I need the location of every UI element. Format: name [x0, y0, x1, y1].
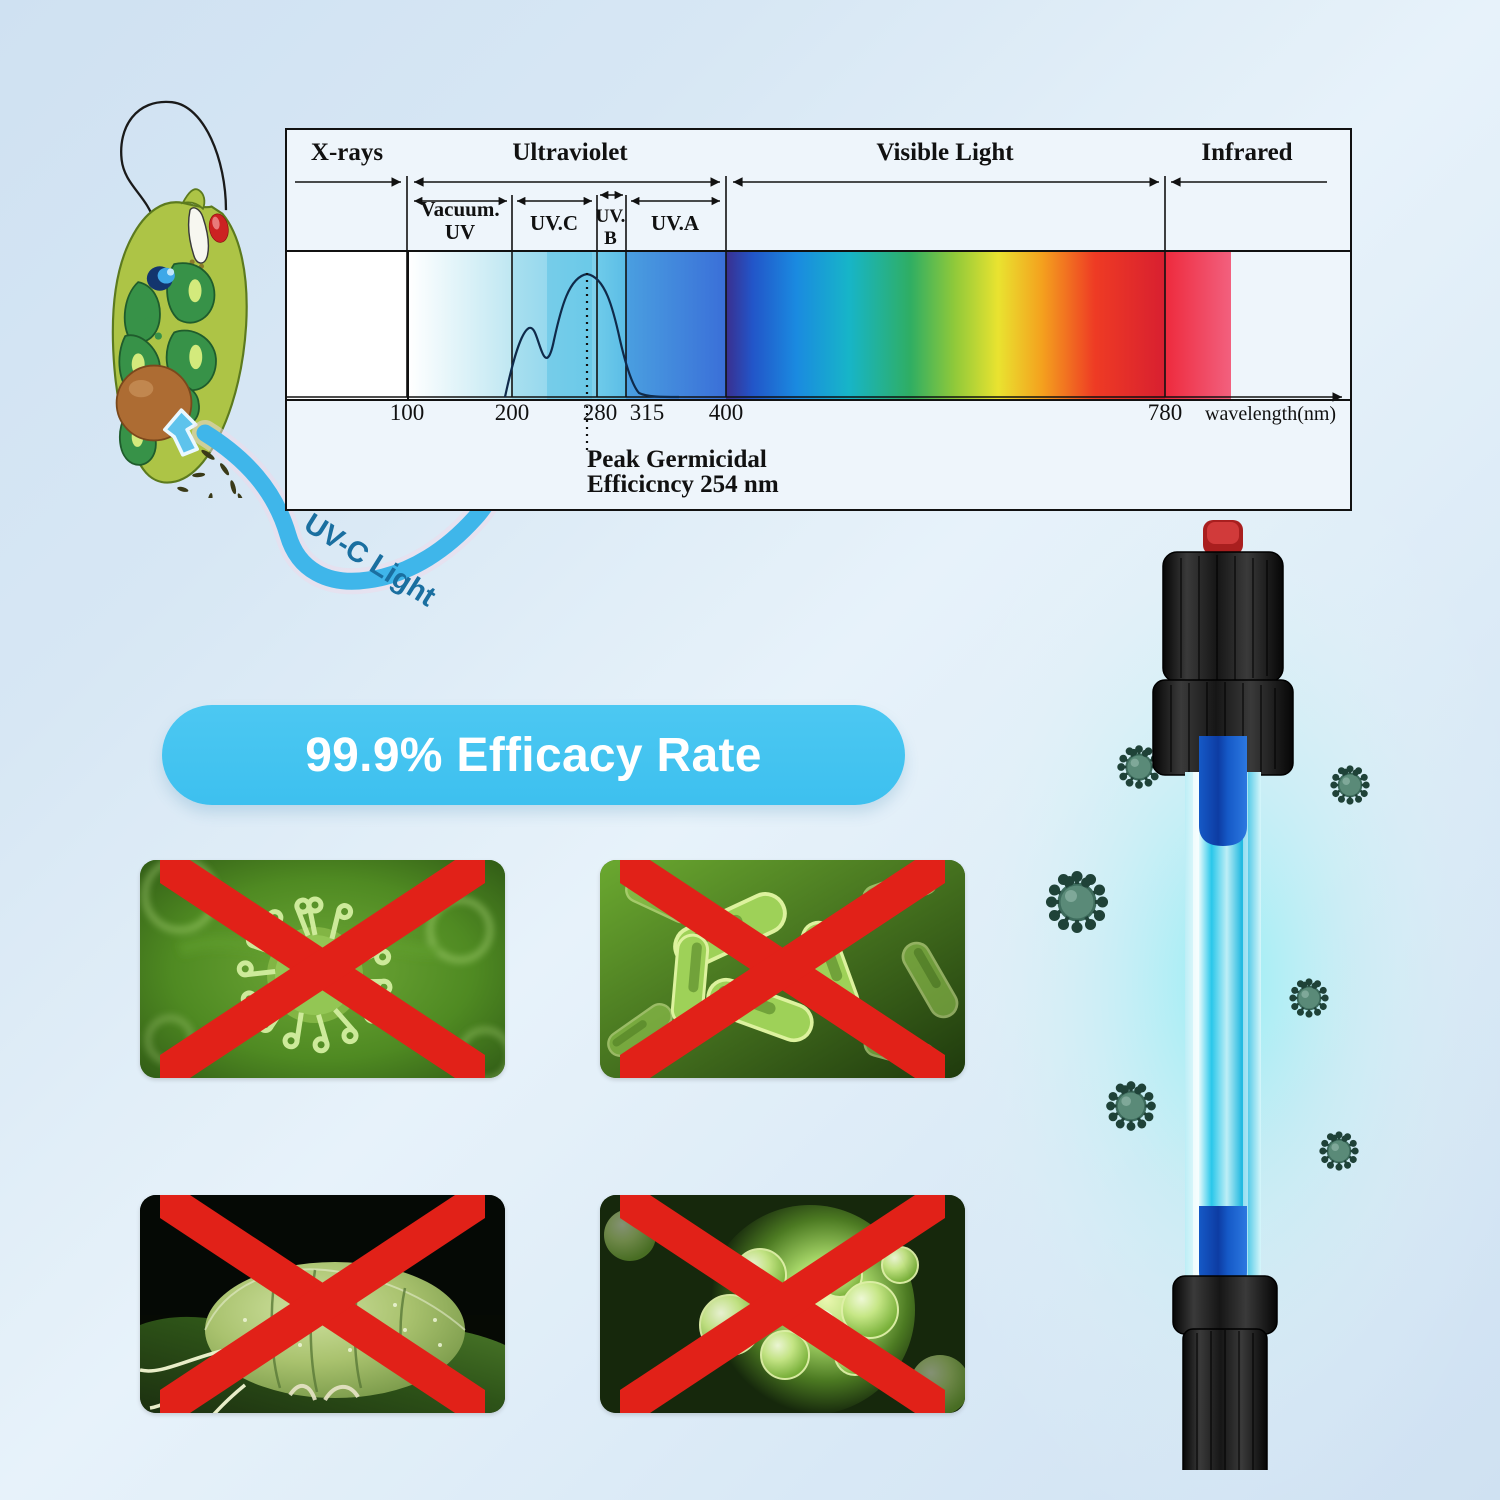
svg-text:UV.: UV. [596, 206, 626, 227]
svg-text:280: 280 [583, 400, 618, 425]
svg-text:B: B [604, 228, 617, 249]
svg-text:315: 315 [630, 400, 665, 425]
svg-text:Infrared: Infrared [1201, 139, 1292, 166]
svg-text:Vacuum.: Vacuum. [420, 197, 499, 221]
svg-text:X-rays: X-rays [311, 139, 383, 166]
svg-text:Peak Germicidal: Peak Germicidal [587, 446, 767, 473]
svg-text:400: 400 [709, 400, 744, 425]
svg-text:Efficicncy 254 nm: Efficicncy 254 nm [587, 471, 779, 498]
svg-text:Ultraviolet: Ultraviolet [512, 139, 628, 166]
svg-text:UV: UV [445, 220, 475, 244]
svg-text:Visible Light: Visible Light [876, 139, 1014, 166]
svg-text:200: 200 [495, 400, 530, 425]
svg-text:780: 780 [1148, 400, 1183, 425]
svg-text:wavelength(nm): wavelength(nm) [1205, 403, 1336, 425]
svg-text:UV.C: UV.C [530, 211, 578, 235]
svg-text:100: 100 [390, 400, 425, 425]
svg-text:UV.A: UV.A [651, 211, 700, 235]
